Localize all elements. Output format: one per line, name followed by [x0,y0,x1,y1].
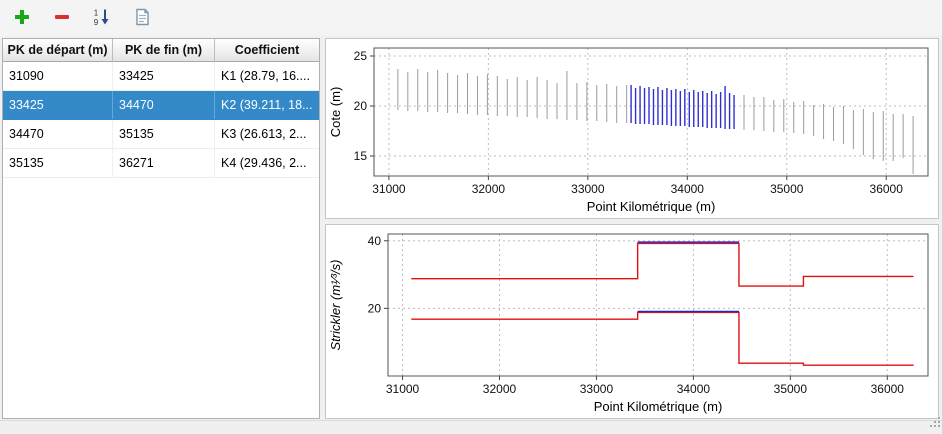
svg-text:Cote (m): Cote (m) [328,87,343,138]
column-header-pk-depart[interactable]: PK de départ (m) [3,39,113,62]
svg-text:34000: 34000 [671,182,705,196]
svg-text:20: 20 [354,99,368,113]
toolbar: 1 9 [0,0,942,36]
svg-text:35000: 35000 [770,182,804,196]
table-header: PK de départ (m) PK de fin (m) Coefficie… [3,39,319,62]
sort-button[interactable]: 1 9 [88,4,116,32]
svg-text:32000: 32000 [472,182,506,196]
charts-area: 31000 32000 33000 34000 35000 36000 15 20 25 Poin… [325,38,939,419]
plus-icon [13,8,31,29]
svg-text:33000: 33000 [571,182,605,196]
strickler-chart[interactable]: 31000 32000 33000 34000 35000 36000 20 40 Point … [326,225,938,418]
table-cell[interactable]: 33425 [3,91,113,119]
svg-text:32000: 32000 [483,382,517,396]
table-cell[interactable]: 31090 [3,62,113,90]
svg-text:1: 1 [94,8,99,17]
svg-text:9: 9 [94,18,99,27]
status-bar [0,417,942,434]
table-row[interactable]: 33425 34470 K2 (39.211, 18... [3,91,319,120]
remove-button[interactable] [48,4,76,32]
strickler-chart-panel: 31000 32000 33000 34000 35000 36000 20 40 Point … [325,224,939,419]
table-cell[interactable]: 34470 [113,91,215,119]
cote-chart-panel: 31000 32000 33000 34000 35000 36000 15 20 25 Poin… [325,38,939,219]
table-cell[interactable]: K3 (26.613, 2... [221,127,307,141]
table-cell[interactable]: 35135 [3,149,113,177]
add-button[interactable] [8,4,36,32]
svg-text:20: 20 [368,301,382,315]
svg-text:31000: 31000 [372,182,406,196]
svg-text:31000: 31000 [386,382,420,396]
table-row[interactable]: 31090 33425 K1 (28.79, 16.... [3,62,319,91]
column-header-coefficient[interactable]: Coefficient [215,39,319,62]
resize-grip-icon[interactable] [929,415,941,433]
svg-text:15: 15 [354,149,368,163]
table-cell[interactable]: 36271 [113,149,215,177]
table-row[interactable]: 35135 36271 K4 (29.436, 2... [3,149,319,178]
table-cell[interactable]: K4 (29.436, 2... [221,156,307,170]
svg-text:36000: 36000 [870,182,904,196]
svg-text:Strickler (m¹⁄³/s): Strickler (m¹⁄³/s) [328,260,343,351]
svg-text:36000: 36000 [871,382,905,396]
document-icon [132,7,152,30]
cote-profile-chart[interactable]: 31000 32000 33000 34000 35000 36000 15 20 25 Poin… [326,39,938,218]
minus-icon [53,8,71,29]
table-cell[interactable]: K2 (39.211, 18... [221,98,313,112]
table-row[interactable]: 34470 35135 K3 (26.613, 2... [3,120,319,149]
edit-list-button[interactable] [128,4,156,32]
svg-text:33000: 33000 [580,382,614,396]
svg-text:Point Kilométrique (m): Point Kilométrique (m) [594,399,723,414]
svg-text:Point Kilométrique (m): Point Kilométrique (m) [587,199,716,214]
column-header-pk-fin[interactable]: PK de fin (m) [113,39,215,62]
svg-text:25: 25 [354,49,368,63]
svg-text:35000: 35000 [774,382,808,396]
svg-text:40: 40 [368,234,382,248]
sort-numeric-icon: 1 9 [92,7,112,30]
table-cell[interactable]: 34470 [3,120,113,148]
table-cell[interactable]: K1 (28.79, 16.... [221,69,310,83]
table-cell[interactable]: 35135 [113,120,215,148]
svg-text:34000: 34000 [677,382,711,396]
coefficient-table: PK de départ (m) PK de fin (m) Coefficie… [2,38,320,419]
table-body: 31090 33425 K1 (28.79, 16.... 33425 34470 K2 … [3,62,319,178]
table-cell[interactable]: 33425 [113,62,215,90]
